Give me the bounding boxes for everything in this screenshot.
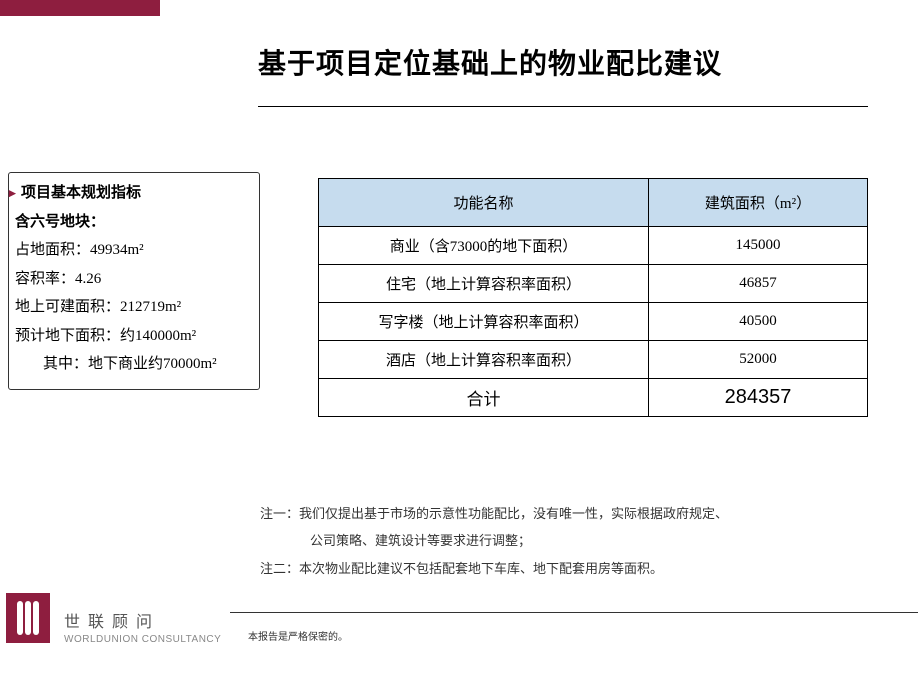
logo-icon [6,593,50,643]
cell-total-area: 284357 [649,379,868,417]
planning-indicators-box: 项目基本规划指标 含六号地块： 占地面积：49934m² 容积率：4.26 地上… [8,172,260,390]
table-row: 住宅（地上计算容积率面积） 46857 [319,265,868,303]
cell-total-label: 合计 [319,379,649,417]
confidential-note: 本报告是严格保密的。 [248,628,348,643]
table-row: 商业（含73000的地下面积） 145000 [319,227,868,265]
info-line-indent: 其中：地下商业约70000m² [15,350,253,379]
info-line: 容积率：4.26 [15,265,253,294]
top-accent-bar [0,0,160,16]
info-line: 地上可建面积：212719m² [15,293,253,322]
cell-area: 40500 [649,303,868,341]
table-row: 写字楼（地上计算容积率面积） 40500 [319,303,868,341]
info-subheading: 含六号地块： [15,208,253,237]
cell-name: 商业（含73000的地下面积） [319,227,649,265]
page-title: 基于项目定位基础上的物业配比建议 [258,42,870,82]
info-heading: 项目基本规划指标 [15,179,253,208]
info-line: 占地面积：49934m² [15,236,253,265]
cell-name: 写字楼（地上计算容积率面积） [319,303,649,341]
info-heading-text: 项目基本规划指标 [21,184,141,201]
note-line: 注二：本次物业配比建议不包括配套地下车库、地下配套用房等面积。 [260,555,870,582]
cell-name: 住宅（地上计算容积率面积） [319,265,649,303]
col-header-area: 建筑面积（m²） [649,179,868,227]
footer-separator [230,612,918,613]
footnotes: 注一：我们仅提出基于市场的示意性功能配比，没有唯一性，实际根据政府规定、 公司策… [260,500,870,582]
logo-cn: 世联顾问 [64,608,221,632]
logo-en: WORLDUNION CONSULTANCY [64,634,221,645]
title-section: 基于项目定位基础上的物业配比建议 [258,42,870,107]
col-header-function: 功能名称 [319,179,649,227]
cell-area: 145000 [649,227,868,265]
table-row: 酒店（地上计算容积率面积） 52000 [319,341,868,379]
cell-name: 酒店（地上计算容积率面积） [319,341,649,379]
property-ratio-table: 功能名称 建筑面积（m²） 商业（含73000的地下面积） 145000 住宅（… [318,178,868,417]
table-total-row: 合计 284357 [319,379,868,417]
note-line: 注一：我们仅提出基于市场的示意性功能配比，没有唯一性，实际根据政府规定、 [260,500,870,527]
title-underline [258,106,868,107]
note-line: 公司策略、建筑设计等要求进行调整； [260,527,870,554]
logo: 世联顾问 WORLDUNION CONSULTANCY [6,590,221,645]
table-header-row: 功能名称 建筑面积（m²） [319,179,868,227]
cell-area: 52000 [649,341,868,379]
cell-area: 46857 [649,265,868,303]
info-line: 预计地下面积：约140000m² [15,322,253,351]
logo-text: 世联顾问 WORLDUNION CONSULTANCY [64,608,221,645]
